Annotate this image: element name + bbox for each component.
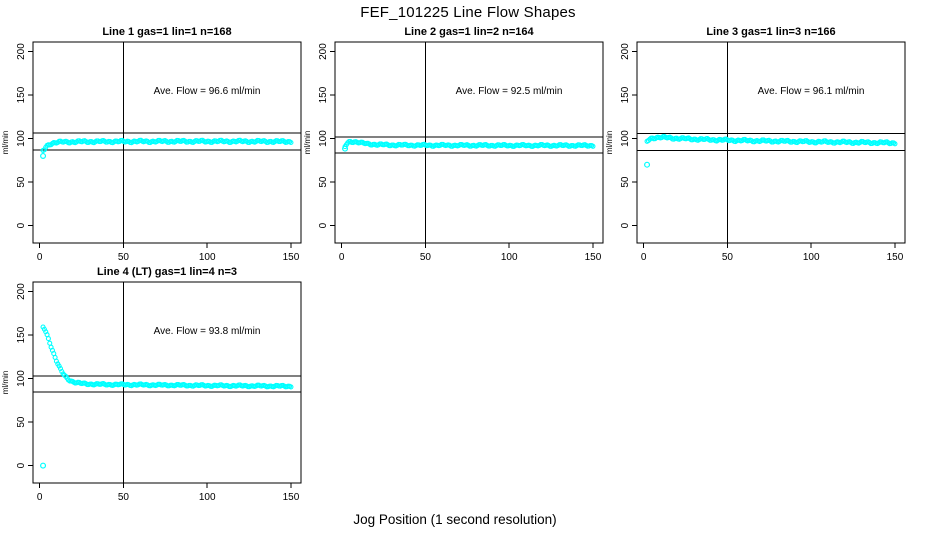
ave-flow-annotation: Ave. Flow = 96.1 ml/min bbox=[758, 86, 865, 97]
y-axis-ticks: 0 50 100 150 200 bbox=[620, 43, 637, 228]
x-tick-label: 50 bbox=[722, 252, 734, 263]
y-tick-label: 50 bbox=[318, 176, 329, 188]
x-tick-label: 0 bbox=[37, 492, 43, 503]
data-point bbox=[41, 326, 47, 332]
data-point bbox=[892, 141, 898, 147]
y-tick-label: 100 bbox=[620, 130, 631, 147]
x-tick-label: 150 bbox=[585, 252, 602, 263]
y-tick-label: 150 bbox=[318, 86, 329, 103]
y-axis-unit-label: ml/min bbox=[303, 131, 312, 155]
data-point bbox=[56, 363, 62, 369]
x-tick-label: 50 bbox=[118, 252, 130, 263]
y-axis-ticks: 0 50 100 150 200 bbox=[318, 43, 335, 228]
panel-line-4: Line 4 (LT) gas=1 lin=4 n=3 Ave. Flow = … bbox=[1, 266, 302, 503]
x-tick-label: 100 bbox=[803, 252, 820, 263]
y-tick-label: 50 bbox=[620, 176, 631, 188]
y-tick-label: 100 bbox=[16, 130, 27, 147]
data-points bbox=[40, 137, 294, 153]
y-axis-ticks: 0 50 100 150 200 bbox=[16, 283, 33, 468]
plot-box bbox=[32, 41, 302, 244]
ave-flow-annotation: Ave. Flow = 96.6 ml/min bbox=[154, 86, 261, 97]
x-tick-label: 100 bbox=[199, 252, 216, 263]
x-tick-label: 100 bbox=[199, 492, 216, 503]
x-axis-ticks: 0 50 100 150 bbox=[37, 483, 300, 503]
data-points bbox=[40, 324, 294, 390]
x-tick-label: 150 bbox=[887, 252, 904, 263]
panel-line-1: Line 1 gas=1 lin=1 n=168 Ave. Flow = 96.… bbox=[1, 26, 302, 263]
x-tick-label: 0 bbox=[37, 252, 43, 263]
data-point bbox=[47, 340, 53, 346]
x-tick-label: 0 bbox=[339, 252, 345, 263]
data-point bbox=[41, 147, 47, 153]
data-point bbox=[288, 384, 294, 390]
y-tick-label: 200 bbox=[16, 283, 27, 300]
y-tick-label: 100 bbox=[16, 370, 27, 387]
data-point bbox=[60, 371, 66, 377]
y-axis-unit-label: ml/min bbox=[605, 131, 614, 155]
y-axis-unit-label: ml/min bbox=[1, 131, 10, 155]
outlier-point bbox=[342, 145, 349, 152]
chart-title: FEF_101225 Line Flow Shapes bbox=[360, 4, 576, 21]
y-tick-label: 150 bbox=[16, 86, 27, 103]
data-point bbox=[45, 336, 51, 342]
y-tick-label: 0 bbox=[16, 222, 27, 228]
x-axis-ticks: 0 50 100 150 bbox=[339, 243, 602, 263]
y-tick-label: 150 bbox=[16, 326, 27, 343]
x-axis-ticks: 0 50 100 150 bbox=[641, 243, 904, 263]
x-tick-label: 150 bbox=[283, 492, 300, 503]
plot-box bbox=[636, 41, 906, 244]
y-tick-label: 200 bbox=[620, 43, 631, 60]
data-point bbox=[288, 139, 294, 146]
x-axis-ticks: 0 50 100 150 bbox=[37, 243, 300, 263]
panel-title: Line 4 (LT) gas=1 lin=4 n=3 bbox=[97, 266, 237, 278]
panel-title: Line 3 gas=1 lin=3 n=166 bbox=[706, 26, 835, 38]
y-axis-unit-label: ml/min bbox=[1, 371, 10, 395]
y-tick-label: 200 bbox=[16, 43, 27, 60]
panel-line-3: Line 3 gas=1 lin=3 n=166 Ave. Flow = 96.… bbox=[605, 26, 906, 263]
x-tick-label: 0 bbox=[641, 252, 647, 263]
outlier-point bbox=[644, 161, 651, 168]
x-tick-label: 50 bbox=[420, 252, 432, 263]
ave-flow-annotation: Ave. Flow = 93.8 ml/min bbox=[154, 326, 261, 337]
x-tick-label: 100 bbox=[501, 252, 518, 263]
outlier-point bbox=[40, 152, 47, 159]
y-tick-label: 200 bbox=[318, 43, 329, 60]
y-tick-label: 150 bbox=[620, 86, 631, 103]
data-points bbox=[644, 133, 898, 147]
plot-box bbox=[32, 281, 302, 484]
panel-title: Line 1 gas=1 lin=1 n=168 bbox=[102, 26, 231, 38]
x-tick-label: 150 bbox=[283, 252, 300, 263]
y-axis-ticks: 0 50 100 150 200 bbox=[16, 43, 33, 228]
data-points bbox=[342, 139, 596, 150]
panel-line-2: Line 2 gas=1 lin=2 n=164 Ave. Flow = 92.… bbox=[303, 26, 604, 263]
y-tick-label: 0 bbox=[16, 462, 27, 468]
y-tick-label: 100 bbox=[318, 130, 329, 147]
x-axis-label: Jog Position (1 second resolution) bbox=[353, 512, 557, 527]
y-tick-label: 0 bbox=[318, 222, 329, 228]
plot-box bbox=[334, 41, 604, 244]
outlier-point bbox=[40, 462, 47, 469]
panel-title: Line 2 gas=1 lin=2 n=164 bbox=[404, 26, 534, 38]
ave-flow-annotation: Ave. Flow = 92.5 ml/min bbox=[456, 86, 563, 97]
data-point bbox=[590, 143, 596, 149]
y-tick-label: 50 bbox=[16, 176, 27, 188]
y-tick-label: 50 bbox=[16, 416, 27, 428]
y-tick-label: 0 bbox=[620, 222, 631, 228]
x-tick-label: 50 bbox=[118, 492, 130, 503]
